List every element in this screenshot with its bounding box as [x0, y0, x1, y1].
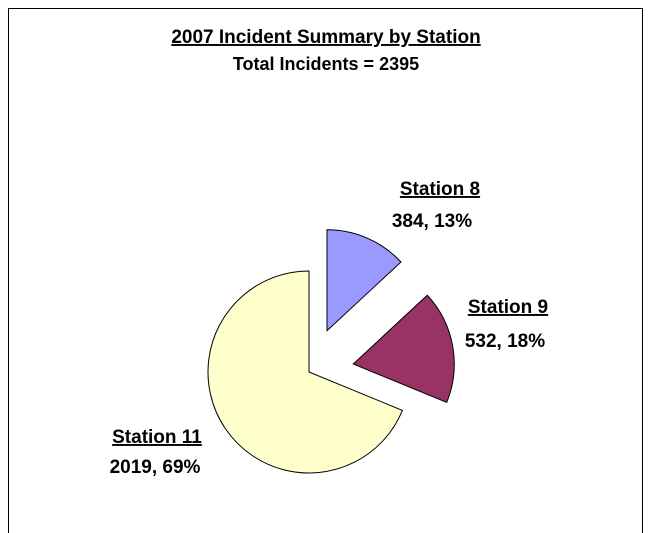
- slice-label-value: 384, 13%: [392, 211, 472, 232]
- slice-label-name: Station 9: [468, 297, 548, 318]
- pie-slice: [207, 270, 404, 474]
- slice-label-value: 2019, 69%: [110, 457, 201, 478]
- chart-title: 2007 Incident Summary by Station: [171, 27, 480, 48]
- pie-slice: [326, 229, 402, 332]
- pie-slice: [352, 294, 455, 404]
- chart-subtitle: Total Incidents = 2395: [233, 54, 419, 74]
- slice-label-name: Station 8: [400, 179, 480, 200]
- slice-label-value: 532, 18%: [465, 331, 545, 352]
- slice-label-name: Station 11: [112, 427, 202, 448]
- chart-border: [8, 8, 643, 533]
